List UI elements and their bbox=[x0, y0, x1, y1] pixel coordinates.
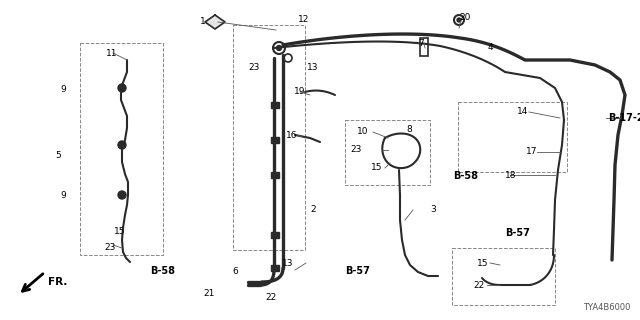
Text: 2: 2 bbox=[310, 205, 316, 214]
Circle shape bbox=[118, 191, 126, 199]
Bar bbox=[271, 265, 279, 271]
Text: 22: 22 bbox=[474, 281, 485, 290]
Circle shape bbox=[118, 84, 126, 92]
Text: 16: 16 bbox=[285, 131, 297, 140]
Text: 1: 1 bbox=[200, 18, 205, 27]
Bar bbox=[271, 172, 279, 178]
Text: B-58: B-58 bbox=[150, 266, 175, 276]
Circle shape bbox=[457, 18, 461, 22]
Text: 23: 23 bbox=[351, 146, 362, 155]
Text: 23: 23 bbox=[104, 244, 116, 252]
Text: 17: 17 bbox=[525, 148, 537, 156]
Bar bbox=[80, 43, 163, 255]
Text: 11: 11 bbox=[106, 49, 118, 58]
Text: 6: 6 bbox=[232, 268, 238, 276]
Text: FR.: FR. bbox=[48, 277, 67, 287]
Bar bbox=[452, 248, 555, 305]
Text: 7: 7 bbox=[419, 38, 424, 47]
Text: B-58: B-58 bbox=[453, 171, 478, 181]
Bar bbox=[271, 102, 279, 108]
Polygon shape bbox=[205, 15, 225, 29]
Text: 9: 9 bbox=[60, 85, 66, 94]
Text: 15: 15 bbox=[113, 228, 125, 236]
Text: 22: 22 bbox=[265, 293, 276, 302]
Text: 19: 19 bbox=[294, 87, 305, 97]
Text: 4: 4 bbox=[488, 44, 493, 52]
Text: B-17-20: B-17-20 bbox=[608, 113, 640, 123]
Text: 23: 23 bbox=[248, 63, 260, 73]
Text: 10: 10 bbox=[356, 127, 368, 137]
Circle shape bbox=[276, 45, 282, 51]
Text: 13: 13 bbox=[307, 63, 319, 73]
Bar bbox=[458, 102, 567, 172]
Text: 15: 15 bbox=[477, 259, 488, 268]
Bar bbox=[345, 120, 430, 185]
Bar bbox=[233, 25, 305, 250]
Text: B-57: B-57 bbox=[505, 228, 530, 238]
Text: 18: 18 bbox=[505, 171, 516, 180]
Text: 9: 9 bbox=[60, 190, 66, 199]
Text: TYA4B6000: TYA4B6000 bbox=[582, 303, 630, 312]
Text: 21: 21 bbox=[204, 289, 215, 298]
Text: 12: 12 bbox=[298, 15, 309, 25]
Text: 3: 3 bbox=[430, 205, 436, 214]
Bar bbox=[271, 232, 279, 238]
Text: 15: 15 bbox=[371, 164, 382, 172]
Circle shape bbox=[118, 141, 126, 149]
Text: 8: 8 bbox=[406, 125, 412, 134]
Text: 14: 14 bbox=[516, 108, 528, 116]
Text: 5: 5 bbox=[55, 150, 61, 159]
Bar bbox=[420, 38, 428, 56]
Text: 20: 20 bbox=[459, 13, 470, 22]
Text: B-57: B-57 bbox=[345, 266, 370, 276]
Text: 13: 13 bbox=[282, 259, 293, 268]
Bar bbox=[271, 137, 279, 143]
